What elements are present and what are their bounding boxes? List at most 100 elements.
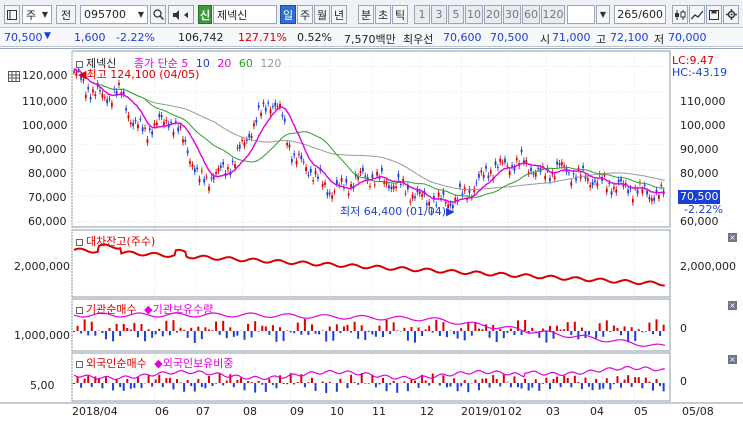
close-icon[interactable]: × — [728, 301, 737, 310]
prev-button[interactable]: 전 — [56, 5, 76, 24]
candle-count-field[interactable]: 265/600 — [614, 5, 666, 24]
candle-body — [326, 192, 329, 196]
inst-y-tick-right: 0 — [680, 322, 687, 335]
chevron-down-icon[interactable]: ▼ — [596, 5, 610, 24]
inst-net-bar — [300, 331, 303, 335]
period-week-tab[interactable]: 주 — [297, 5, 313, 24]
foreign-net-bar — [453, 378, 456, 383]
foreign-net-bar — [541, 383, 544, 384]
period-tick-tab[interactable]: 틱 — [392, 5, 408, 24]
interval-3-button[interactable]: 3 — [431, 5, 447, 24]
candle-body — [553, 176, 556, 180]
stock-chart-canvas[interactable] — [0, 49, 743, 422]
trend-tool-icon[interactable] — [689, 5, 705, 24]
interval-120-button[interactable]: 120 — [541, 5, 565, 24]
candle-body — [653, 197, 656, 201]
foreign-net-bar — [509, 383, 512, 388]
settings-icon[interactable] — [723, 5, 739, 24]
candle-body — [305, 167, 307, 172]
candle-body — [267, 102, 270, 104]
candle-body — [560, 162, 563, 166]
candle-body — [406, 185, 409, 190]
chart-type-icon[interactable] — [672, 5, 688, 24]
candle-body — [416, 188, 419, 193]
candle-body — [487, 175, 490, 179]
interval-1-button[interactable]: 1 — [414, 5, 430, 24]
inst-net-bar — [424, 329, 427, 331]
inst-net-bar — [481, 329, 484, 331]
save-icon[interactable] — [706, 5, 722, 24]
interval-30-button[interactable]: 30 — [503, 5, 521, 24]
panel-toggle-icon[interactable] — [76, 306, 83, 314]
candle-body — [350, 184, 352, 188]
panel-toggle-icon[interactable] — [76, 360, 83, 368]
candle-body — [205, 176, 208, 178]
foreign-net-bar — [204, 383, 207, 389]
candle-body — [648, 197, 651, 200]
candle-body — [530, 167, 532, 172]
period-day-tab[interactable]: 일 — [280, 5, 296, 24]
candle-body — [137, 124, 139, 129]
close-icon[interactable]: × — [728, 355, 737, 364]
inst-net-bar — [318, 331, 321, 335]
chart-area[interactable]: 제넥신 종가 단순 5 10 20 60 120 LC:9.47 HC:-43.… — [0, 48, 743, 422]
candle-body — [629, 188, 632, 190]
period-second-tab[interactable]: 초 — [375, 5, 391, 24]
candle-body — [641, 189, 644, 194]
interval-custom-input[interactable] — [567, 5, 595, 24]
foreign-net-bar — [239, 377, 242, 383]
inst-net-bar — [495, 331, 498, 343]
y-tick-right-100000: 100,000 — [680, 119, 726, 132]
inst-net-bar — [161, 331, 164, 337]
inst-net-bar — [342, 326, 345, 331]
foreign-net-bar — [310, 377, 313, 383]
ma20-line — [73, 67, 665, 203]
panel-toggle-icon[interactable] — [76, 238, 83, 246]
interval-20-button[interactable]: 20 — [484, 5, 502, 24]
period-year-tab[interactable]: 년 — [331, 5, 347, 24]
foreign-net-bar — [286, 383, 289, 385]
candle-body — [378, 177, 381, 179]
stock-code-input[interactable]: 095700 ▼ — [80, 5, 148, 24]
x-tick-08: 08 — [243, 405, 257, 418]
close-icon[interactable]: × — [728, 233, 737, 242]
ma5-label: 5 — [181, 57, 189, 70]
period-month-tab[interactable]: 월 — [314, 5, 330, 24]
foreign-net-bar — [630, 383, 633, 387]
inst-net-bar — [605, 320, 608, 331]
foreign-net-bar — [90, 383, 93, 388]
foreign-net-bar — [591, 383, 594, 391]
inst-net-bar — [513, 331, 516, 335]
foreign-net-bar — [321, 381, 324, 383]
y-tick-80000: 80,000 — [28, 167, 67, 180]
market-select[interactable]: 주 ▼ — [22, 5, 52, 24]
search-icon[interactable] — [150, 5, 166, 24]
inst-net-bar — [403, 327, 406, 331]
candle-body — [89, 96, 92, 100]
foreign-net-bar — [161, 383, 164, 388]
interval-5-button[interactable]: 5 — [448, 5, 464, 24]
foreign-net-bar — [197, 378, 200, 383]
inst-net-bar — [129, 329, 132, 331]
panel-toggle-icon[interactable] — [76, 60, 83, 68]
period-minute-tab[interactable]: 분 — [358, 5, 374, 24]
speaker-icon[interactable] — [168, 5, 194, 24]
inst-net-bar — [339, 331, 342, 334]
interval-60-button[interactable]: 60 — [522, 5, 540, 24]
foreign-net-bar — [598, 383, 601, 390]
foreign-net-bar — [293, 383, 296, 385]
current-change-label: -2.22% — [684, 203, 723, 216]
foreign-net-bar — [627, 375, 630, 383]
foreign-y-tick-right: 0 — [680, 375, 687, 388]
candle-body — [546, 168, 549, 170]
candle-body — [189, 161, 191, 164]
candle-body — [248, 133, 251, 138]
candle-body — [82, 79, 85, 81]
interval-10-button[interactable]: 10 — [465, 5, 483, 24]
inst-net-bar — [289, 331, 292, 333]
x-tick-06: 06 — [155, 405, 169, 418]
inst-net-bar — [247, 323, 250, 331]
foreign-net-bar — [364, 383, 367, 384]
layout-icon[interactable] — [4, 5, 20, 24]
candle-body — [440, 198, 442, 200]
